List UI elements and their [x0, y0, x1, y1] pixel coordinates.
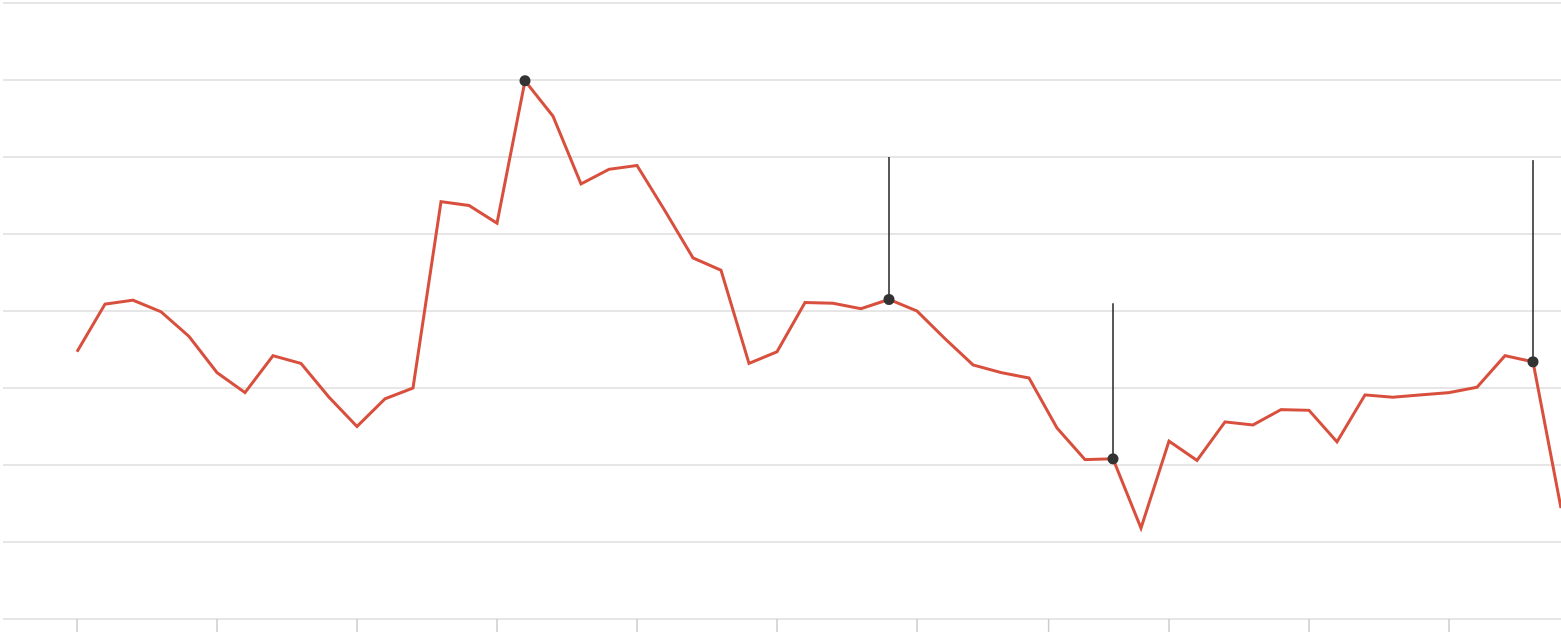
series-group [75, 77, 1561, 533]
annotation-marker [519, 75, 531, 87]
annotation-markers [519, 75, 1539, 465]
gridlines [3, 2, 1561, 620]
annotation-marker [883, 293, 895, 305]
annotation-stems [888, 157, 1534, 459]
annotation-marker [1107, 453, 1119, 465]
x-axis-ticks [76, 619, 1450, 632]
annotation-marker [1527, 356, 1539, 368]
series-line [75, 77, 1561, 533]
